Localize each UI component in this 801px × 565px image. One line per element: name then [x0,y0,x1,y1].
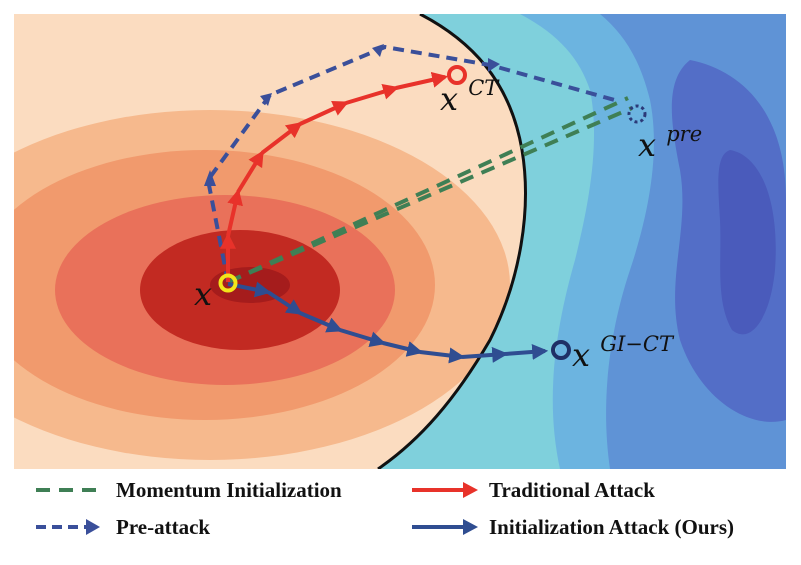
gict-point-marker [551,340,571,360]
momentum-initialization-paths [227,96,633,284]
svg-text:Pre-attack: Pre-attack [116,515,210,539]
label-x-gict-base: x [572,336,590,374]
pre-attack-path [205,44,619,283]
label-x-ct-sup: CT [468,76,500,100]
label-x-ct: x CT [440,76,500,118]
legend: Momentum Initialization Pre-attack Tradi… [36,478,734,539]
label-x-pre: x pre [638,122,702,164]
decision-boundary [377,14,527,469]
label-x: x [194,275,212,313]
pre-point-marker [627,104,647,124]
contour-background [14,14,786,469]
svg-text:Traditional Attack: Traditional Attack [489,478,655,502]
legend-initialization: Initialization Attack (Ours) [412,515,734,539]
label-x-gict: x GI−CT [572,332,675,374]
label-x-pre-sup: pre [666,122,702,146]
label-x-pre-base: x [638,126,656,164]
label-x-ct-base: x [440,80,458,118]
ct-point-marker [447,65,467,85]
start-point-marker [218,273,238,293]
legend-traditional: Traditional Attack [412,478,655,502]
label-x-gict-sup: GI−CT [600,332,675,356]
legend-preattack: Pre-attack [36,515,210,539]
legend-momentum: Momentum Initialization [36,478,342,502]
svg-text:Initialization Attack (Ours): Initialization Attack (Ours) [489,515,734,539]
pre-attack-arrowheads [204,44,500,186]
svg-text:Momentum Initialization: Momentum Initialization [116,478,342,502]
